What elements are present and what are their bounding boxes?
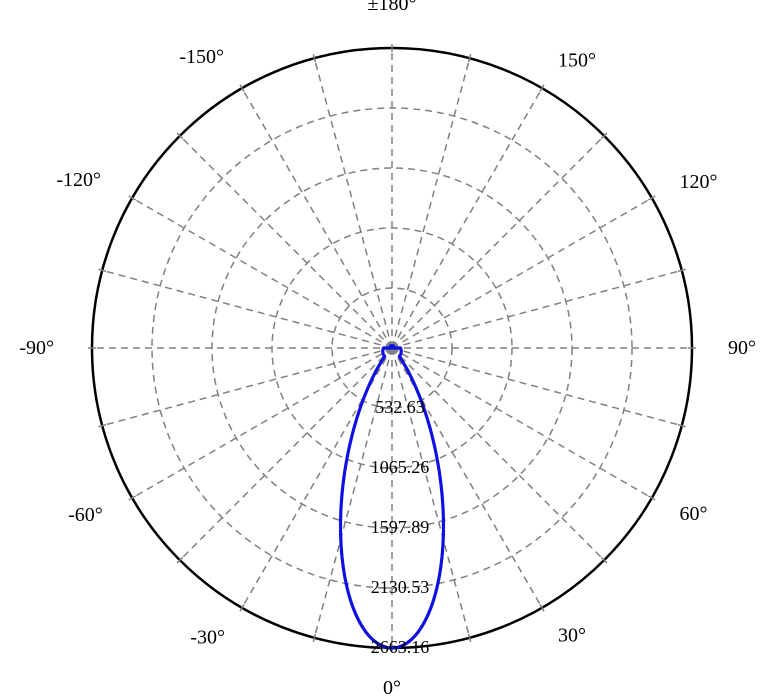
angle-label: -30° [190, 626, 225, 648]
angle-label: -60° [68, 504, 103, 526]
angle-label: 30° [558, 625, 586, 647]
radial-label: 2130.53 [371, 577, 430, 597]
angle-label: 0° [383, 677, 401, 696]
polar-chart: ±180° 150° 120° 90° 60° 30° 0° -30° -60° -90° -120… [0, 0, 781, 696]
angle-label: 150° [558, 49, 596, 71]
angle-label: -120° [56, 169, 101, 191]
radial-label: 1065.26 [371, 457, 430, 477]
angle-label: 60° [680, 503, 708, 525]
radial-label: 1597.89 [371, 517, 430, 537]
angle-label: -90° [19, 337, 54, 359]
radial-label: 532.63 [375, 397, 425, 417]
angle-label: ±180° [368, 0, 417, 15]
angle-label: 90° [728, 337, 756, 359]
radial-label: 2663.16 [371, 637, 430, 657]
angle-label: -150° [179, 46, 224, 68]
angle-label: 120° [680, 171, 718, 193]
